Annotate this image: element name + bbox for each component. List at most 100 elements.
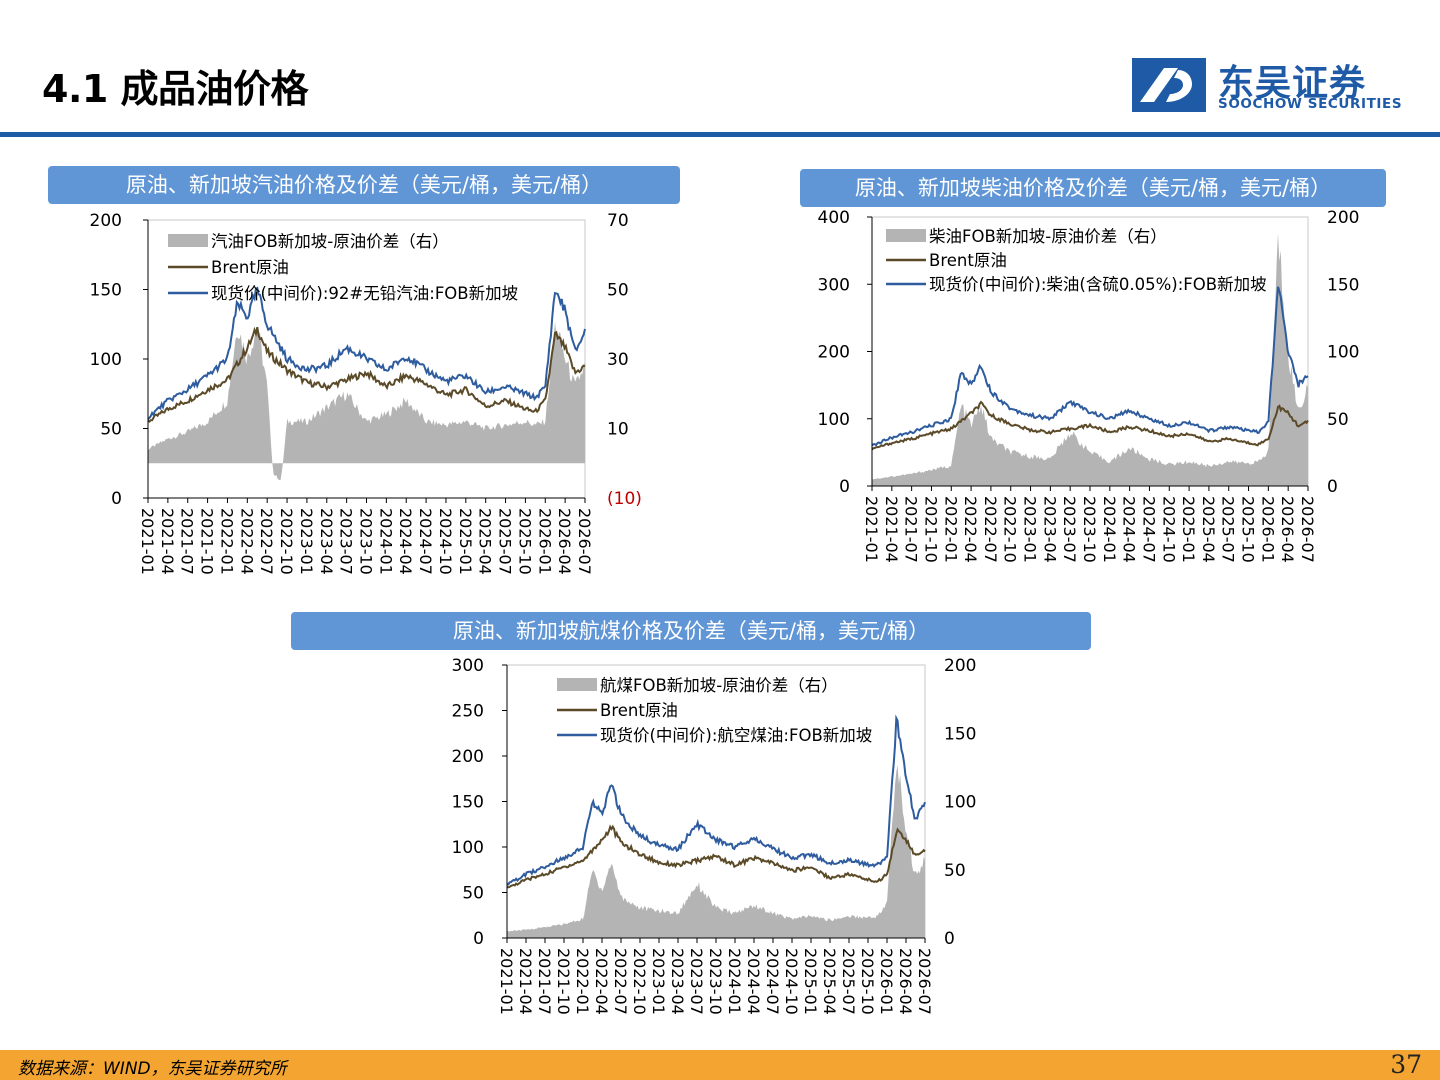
jetfuel-legend-swatch-spread bbox=[557, 678, 597, 691]
gasoline-right-tick-label: 70 bbox=[607, 211, 629, 231]
diesel-legend-label: 柴油FOB新加坡-原油价差（右） bbox=[929, 227, 1167, 246]
jetfuel-right-tick-label: 150 bbox=[944, 724, 976, 744]
diesel-x-tick-label: 2025-07 bbox=[1219, 496, 1238, 563]
data-source-note: 数据来源：WIND，东吴证券研究所 bbox=[18, 1059, 287, 1079]
jetfuel-left-tick-label: 250 bbox=[452, 702, 484, 722]
diesel-x-tick-label: 2021-01 bbox=[862, 496, 881, 563]
jetfuel-plot-frame bbox=[506, 664, 926, 939]
jetfuel-x-tick-label: 2026-04 bbox=[896, 948, 915, 1015]
diesel-x-tick-label: 2025-10 bbox=[1239, 496, 1258, 563]
diesel-left-tick-label: 300 bbox=[818, 275, 850, 295]
diesel-spread-area bbox=[872, 233, 1308, 486]
diesel-x-tick-label: 2023-07 bbox=[1060, 496, 1079, 563]
company-logo: 东吴证券 SOOCHOW SECURITIES bbox=[1130, 56, 1410, 116]
gasoline-x-tick-label: 2025-10 bbox=[515, 508, 534, 575]
diesel-right-tick-label: 50 bbox=[1327, 410, 1349, 430]
logo-english-text: SOOCHOW SECURITIES bbox=[1218, 96, 1403, 112]
diesel-x-tick-label: 2022-01 bbox=[941, 496, 960, 563]
gasoline-left-tick-label: 0 bbox=[111, 489, 122, 509]
gasoline-x-tick-label: 2026-01 bbox=[535, 508, 554, 575]
jetfuel-right-tick-label: 100 bbox=[944, 793, 976, 813]
jetfuel-x-tick-label: 2024-10 bbox=[782, 948, 801, 1015]
gasoline-legend-swatch-spread bbox=[168, 234, 208, 247]
jetfuel-x-tick-label: 2022-04 bbox=[592, 948, 611, 1015]
diesel-left-tick-label: 100 bbox=[818, 410, 850, 430]
gasoline-x-tick-label: 2022-01 bbox=[218, 508, 237, 575]
banner-jetfuel: 原油、新加坡航煤价格及价差（美元/桶，美元/桶） bbox=[291, 612, 1091, 650]
gasoline-x-tick-label: 2021-10 bbox=[198, 508, 217, 575]
gasoline-x-tick-label: 2026-04 bbox=[555, 508, 574, 575]
diesel-left-tick-label: 200 bbox=[818, 343, 850, 363]
diesel-x-tick-label: 2021-07 bbox=[902, 496, 921, 563]
gasoline-x-tick-label: 2023-01 bbox=[297, 508, 316, 575]
diesel-legend-label: Brent原油 bbox=[929, 251, 1007, 270]
gasoline-x-tick-label: 2022-04 bbox=[237, 508, 256, 575]
diesel-right-tick-label: 150 bbox=[1327, 275, 1359, 295]
jetfuel-x-tick-label: 2023-10 bbox=[706, 948, 725, 1015]
jetfuel-left-tick-label: 300 bbox=[452, 656, 484, 676]
jetfuel-x-tick-label: 2022-01 bbox=[573, 948, 592, 1015]
gasoline-x-tick-label: 2021-07 bbox=[178, 508, 197, 575]
gasoline-left-tick-label: 50 bbox=[100, 420, 122, 440]
gasoline-x-tick-label: 2021-04 bbox=[158, 508, 177, 575]
gasoline-legend-label: 现货价(中间价):92#无铅汽油:FOB新加坡 bbox=[211, 284, 518, 303]
diesel-x-tick-label: 2026-04 bbox=[1278, 496, 1297, 563]
diesel-right-tick-label: 100 bbox=[1327, 343, 1359, 363]
diesel-right-tick-label: 200 bbox=[1327, 208, 1359, 228]
gasoline-left-tick-label: 100 bbox=[90, 350, 122, 370]
jetfuel-legend-label: Brent原油 bbox=[600, 701, 678, 720]
diesel-x-tick-label: 2024-04 bbox=[1120, 496, 1139, 563]
jetfuel-x-tick-label: 2023-07 bbox=[687, 948, 706, 1015]
gasoline-x-tick-label: 2025-01 bbox=[456, 508, 475, 575]
diesel-legend-swatch-spread bbox=[886, 229, 926, 242]
gasoline-x-tick-label: 2024-04 bbox=[396, 508, 415, 575]
jetfuel-left-tick-label: 0 bbox=[473, 929, 484, 949]
jetfuel-right-tick-label: 50 bbox=[944, 861, 966, 881]
diesel-product-line bbox=[871, 286, 1309, 447]
diesel-x-tick-label: 2024-07 bbox=[1140, 496, 1159, 563]
gasoline-left-tick-label: 150 bbox=[90, 281, 122, 301]
diesel-legend-label: 现货价(中间价):柴油(含硫0.05%):FOB新加坡 bbox=[929, 275, 1267, 294]
jetfuel-x-tick-label: 2023-01 bbox=[649, 948, 668, 1015]
jetfuel-x-tick-label: 2023-04 bbox=[668, 948, 687, 1015]
diesel-left-tick-label: 400 bbox=[818, 208, 850, 228]
gasoline-legend-label: Brent原油 bbox=[211, 258, 289, 277]
jetfuel-brent-line bbox=[506, 824, 926, 889]
diesel-x-tick-label: 2023-04 bbox=[1040, 496, 1059, 563]
diesel-x-tick-label: 2024-01 bbox=[1100, 496, 1119, 563]
diesel-brent-line bbox=[871, 400, 1309, 451]
jetfuel-spread-area bbox=[507, 765, 925, 938]
jetfuel-left-tick-label: 150 bbox=[452, 793, 484, 813]
jetfuel-x-tick-label: 2021-10 bbox=[554, 948, 573, 1015]
jetfuel-x-tick-label: 2026-01 bbox=[877, 948, 896, 1015]
gasoline-x-tick-label: 2025-07 bbox=[496, 508, 515, 575]
diesel-x-tick-label: 2026-07 bbox=[1298, 496, 1317, 563]
gasoline-right-tick-label: (10) bbox=[607, 489, 642, 509]
page-title: 4.1 成品油价格 bbox=[42, 67, 309, 111]
gasoline-spread-area bbox=[148, 321, 585, 481]
gasoline-x-tick-label: 2025-04 bbox=[476, 508, 495, 575]
jetfuel-x-tick-label: 2025-04 bbox=[820, 948, 839, 1015]
jetfuel-x-tick-label: 2024-04 bbox=[744, 948, 763, 1015]
diesel-x-tick-label: 2023-10 bbox=[1080, 496, 1099, 563]
gasoline-x-tick-label: 2024-10 bbox=[436, 508, 455, 575]
diesel-left-tick-label: 0 bbox=[839, 477, 850, 497]
banner-gasoline: 原油、新加坡汽油价格及价差（美元/桶，美元/桶） bbox=[48, 166, 680, 204]
jetfuel-x-tick-label: 2024-07 bbox=[763, 948, 782, 1015]
jetfuel-x-tick-label: 2025-01 bbox=[801, 948, 820, 1015]
jetfuel-x-tick-label: 2024-01 bbox=[725, 948, 744, 1015]
gasoline-right-tick-label: 10 bbox=[607, 420, 629, 440]
gasoline-x-tick-label: 2022-10 bbox=[277, 508, 296, 575]
jetfuel-left-tick-label: 100 bbox=[452, 838, 484, 858]
gasoline-x-tick-label: 2023-07 bbox=[337, 508, 356, 575]
diesel-right-tick-label: 0 bbox=[1327, 477, 1338, 497]
jetfuel-legend-label: 现货价(中间价):航空煤油:FOB新加坡 bbox=[600, 726, 872, 745]
soochow-logo-icon bbox=[1132, 58, 1206, 112]
jetfuel-left-tick-label: 50 bbox=[462, 884, 484, 904]
diesel-x-tick-label: 2022-10 bbox=[1001, 496, 1020, 563]
banner-diesel: 原油、新加坡柴油价格及价差（美元/桶，美元/桶） bbox=[800, 169, 1386, 207]
gasoline-x-tick-label: 2023-10 bbox=[357, 508, 376, 575]
